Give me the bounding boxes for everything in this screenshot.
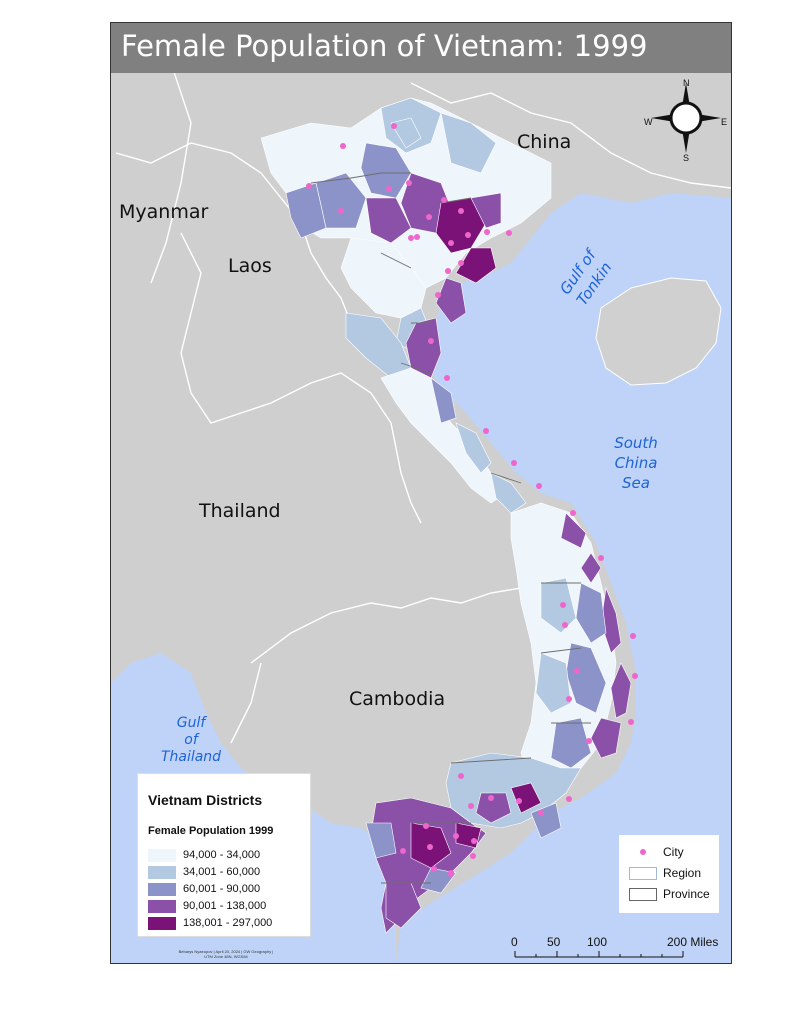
legend-swatch [148,917,176,930]
south-china-line2: China [614,454,658,472]
label-myanmar: Myanmar [119,201,209,223]
label-gulf-of-thailand: Gulf of Thailand [151,715,231,766]
legend-features: City Region Province [619,835,719,913]
scale-tick-200: 200 Miles [667,935,719,949]
legend-districts: Vietnam Districts Female Population 1999… [137,773,311,937]
legend-subtitle: Female Population 1999 [148,825,274,837]
map-title: Female Population of Vietnam: 1999 [121,29,648,63]
compass-west: W [644,117,653,127]
legend-label: 138,001 - 297,000 [183,917,273,929]
province-box-icon [629,888,657,901]
legend-swatch [148,849,176,862]
gulf-thailand-line3: Thailand [160,749,222,765]
region-box-icon [629,867,657,880]
compass-east: E [721,117,728,127]
gulf-thailand-line2: of [184,732,198,748]
legend-swatch [148,883,176,896]
compass-south: S [683,153,690,163]
scale-tick-50: 50 [547,935,561,949]
sea-water [396,193,731,963]
legend-title: Vietnam Districts [148,792,263,808]
label-thailand: Thailand [199,500,281,522]
label-south-china-sea: South China Sea [601,433,671,493]
map-credits: Bebarys Nyaeupov | April 20, 2024 | GW G… [151,949,301,959]
south-china-line1: South [614,434,658,452]
legend-label: 90,001 - 138,000 [183,900,267,912]
compass-north: N [683,78,690,88]
legend-province-label: Province [663,887,710,901]
compass-rose-icon: N S E W [641,73,731,163]
map-frame: Female Population of Vietnam: 1999 N S E… [110,22,732,964]
scale-bar-line [514,951,684,958]
legend-swatch [148,866,176,879]
legend-city-label: City [663,845,684,859]
title-bar: Female Population of Vietnam: 1999 [111,23,731,73]
label-cambodia: Cambodia [349,688,446,710]
label-china: China [517,131,572,153]
credits-line2: UTM Zone 48N, WGS84 [204,954,248,959]
label-laos: Laos [228,255,272,277]
south-china-line3: Sea [622,474,650,492]
gulf-thailand-line1: Gulf [176,715,206,731]
legend-label: 94,000 - 34,000 [183,849,261,861]
legend-swatch [148,900,176,913]
city-dot-icon [640,849,646,855]
vietnam-districts [260,97,632,934]
scale-tick-0: 0 [511,935,518,949]
legend-label: 34,001 - 60,000 [183,866,261,878]
scale-tick-100: 100 [587,935,608,949]
credits-line1: Bebarys Nyaeupov | April 20, 2024 | GW G… [178,949,274,954]
legend-label: 60,001 - 90,000 [183,883,261,895]
scale-bar: 0 50 100 200 Miles [511,935,726,963]
hainan-island [595,277,722,386]
city-markers [306,123,638,877]
legend-region-label: Region [663,866,702,880]
